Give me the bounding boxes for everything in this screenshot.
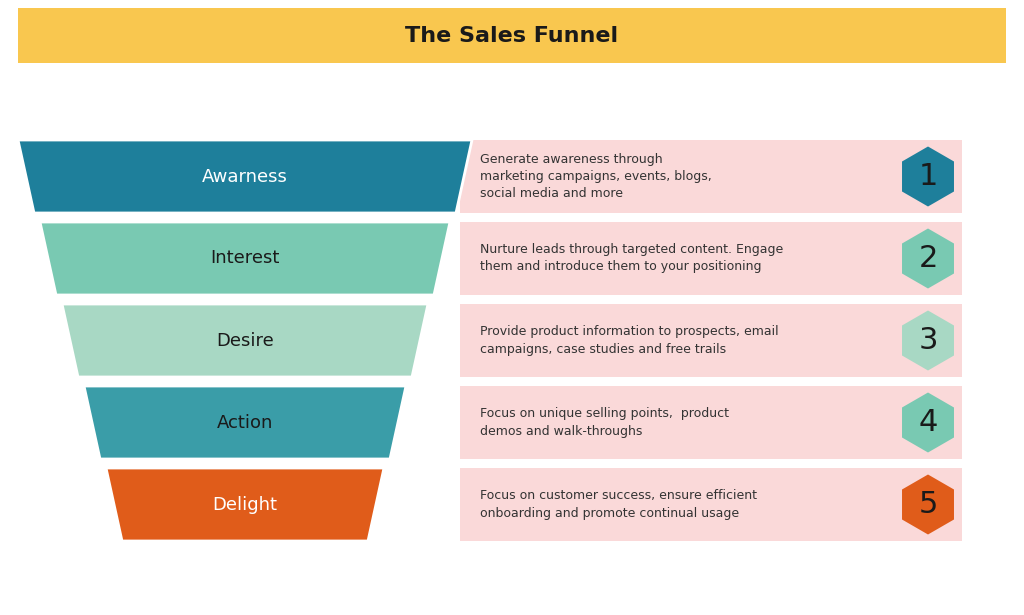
Polygon shape [902,311,954,370]
Text: 5: 5 [919,490,938,519]
Polygon shape [902,146,954,207]
Text: Awarness: Awarness [202,167,288,186]
Text: The Sales Funnel: The Sales Funnel [406,25,618,46]
FancyBboxPatch shape [460,304,962,377]
Polygon shape [902,475,954,534]
Text: Focus on customer success, ensure efficient
onboarding and promote continual usa: Focus on customer success, ensure effici… [480,490,757,520]
Text: Delight: Delight [213,496,278,514]
Text: 2: 2 [919,244,938,273]
Polygon shape [84,386,406,459]
Text: Action: Action [217,413,273,432]
Text: Desire: Desire [216,331,273,349]
Polygon shape [902,392,954,453]
Text: 3: 3 [919,326,938,355]
FancyBboxPatch shape [460,222,962,295]
Text: Interest: Interest [210,250,280,268]
Polygon shape [40,222,450,295]
Text: Nurture leads through targeted content. Engage
them and introduce them to your p: Nurture leads through targeted content. … [480,244,783,274]
Text: Generate awareness through
marketing campaigns, events, blogs,
social media and : Generate awareness through marketing cam… [480,153,712,200]
FancyBboxPatch shape [460,468,962,541]
Polygon shape [18,140,472,213]
Text: 1: 1 [919,162,938,191]
Polygon shape [106,468,384,541]
FancyBboxPatch shape [18,8,1006,63]
Text: Provide product information to prospects, email
campaigns, case studies and free: Provide product information to prospects… [480,325,778,355]
Text: 4: 4 [919,408,938,437]
Polygon shape [902,229,954,288]
FancyBboxPatch shape [460,140,962,213]
Polygon shape [62,304,428,377]
Text: Focus on unique selling points,  product
demos and walk-throughs: Focus on unique selling points, product … [480,408,729,437]
FancyBboxPatch shape [460,386,962,459]
